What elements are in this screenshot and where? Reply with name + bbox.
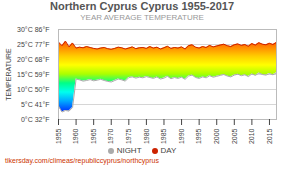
- svg-text:2000: 2000: [213, 128, 220, 144]
- html-text:NIGHT: NIGHT: [116, 146, 142, 155]
- html-text:DAY: DAY: [160, 146, 177, 155]
- svg-text:5°C 41°F: 5°C 41°F: [21, 101, 50, 108]
- html-text:YEAR AVERAGE TEMPERATURE: YEAR AVERAGE TEMPERATURE: [80, 13, 204, 22]
- svg-text:1985: 1985: [160, 128, 167, 144]
- svg-text:20°C 68°F: 20°C 68°F: [17, 56, 49, 63]
- svg-text:1990: 1990: [178, 128, 185, 144]
- svg-text:1995: 1995: [195, 128, 202, 144]
- html-text:Northern Cyprus Cyprus 1955-20: Northern Cyprus Cyprus 1955-2017: [50, 0, 234, 12]
- svg-text:1955: 1955: [55, 128, 62, 144]
- svg-text:2005: 2005: [231, 128, 238, 144]
- svg-text:1970: 1970: [107, 128, 114, 144]
- svg-text:2015: 2015: [266, 128, 273, 144]
- svg-text:1975: 1975: [125, 128, 132, 144]
- svg-text:TEMPERATURE: TEMPERATURE: [5, 48, 12, 101]
- svg-text:2010: 2010: [248, 128, 255, 144]
- svg-text:1965: 1965: [90, 128, 97, 144]
- html-text:tikersday.com/climeas/republic: tikersday.com/climeas/republiccyprus/nor…: [5, 157, 159, 164]
- svg-text:1960: 1960: [72, 128, 79, 144]
- svg-text:10°C 50°F: 10°C 50°F: [17, 86, 49, 93]
- svg-text:30°C 86°F: 30°C 86°F: [17, 26, 49, 33]
- svg-text:25°C 77°F: 25°C 77°F: [17, 41, 49, 48]
- svg-text:15°C 59°F: 15°C 59°F: [17, 71, 49, 78]
- svg-text:0°C 32°F: 0°C 32°F: [21, 116, 50, 123]
- svg-text:1980: 1980: [143, 128, 150, 144]
